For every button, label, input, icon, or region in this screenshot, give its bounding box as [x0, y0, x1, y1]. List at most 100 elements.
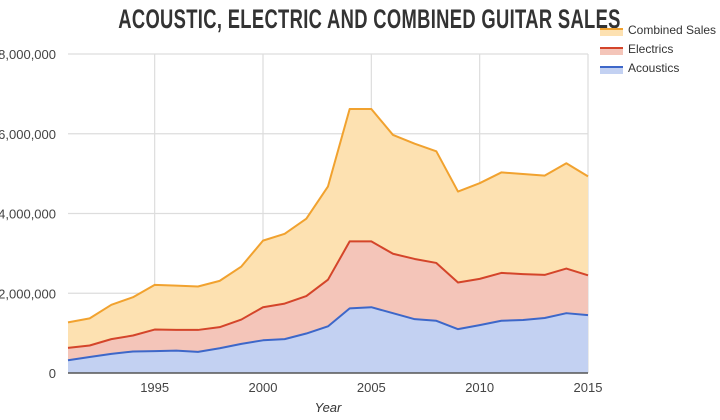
data-point-electrics [412, 256, 417, 261]
data-point-combined-sales [586, 174, 591, 179]
x-tick-label: 2000 [249, 380, 278, 395]
data-point-acoustics [131, 349, 136, 354]
chart-title: ACOUSTIC, ELECTRIC AND COMBINED GUITAR S… [0, 4, 640, 35]
legend-swatch [600, 28, 623, 36]
data-point-acoustics [347, 306, 352, 311]
x-tick-label: 2015 [574, 380, 603, 395]
data-point-acoustics [391, 311, 396, 316]
data-point-electrics [196, 327, 201, 332]
data-point-electrics [521, 272, 526, 277]
legend-item-acoustics: Acoustics [600, 61, 679, 75]
x-tick-label: 2005 [357, 380, 386, 395]
data-point-acoustics [304, 331, 309, 336]
x-axis-label: Year [315, 400, 342, 415]
data-point-combined-sales [499, 170, 504, 175]
data-point-combined-sales [347, 107, 352, 112]
y-tick-label: 6,000,000 [0, 127, 56, 142]
data-point-combined-sales [66, 320, 71, 325]
data-point-electrics [542, 272, 547, 277]
data-point-combined-sales [152, 282, 157, 287]
data-point-electrics [304, 294, 309, 299]
y-axis-ticks: 0 2,000,000 4,000,000 6,000,000 8,000,000 [0, 47, 56, 381]
data-point-combined-sales [564, 161, 569, 166]
data-point-acoustics [261, 338, 266, 343]
data-point-electrics [239, 317, 244, 322]
data-point-combined-sales [196, 284, 201, 289]
data-point-combined-sales [239, 264, 244, 269]
data-point-electrics [109, 337, 114, 342]
data-point-acoustics [66, 358, 71, 363]
data-point-acoustics [477, 323, 482, 328]
y-tick-label: 4,000,000 [0, 207, 56, 222]
y-tick-label: 8,000,000 [0, 47, 56, 62]
data-point-acoustics [369, 305, 374, 310]
line-combined-sales [67, 108, 589, 324]
series-lines [66, 107, 591, 363]
data-point-combined-sales [282, 231, 287, 236]
data-point-combined-sales [542, 173, 547, 178]
data-point-combined-sales [477, 181, 482, 186]
data-point-combined-sales [326, 184, 331, 189]
data-point-acoustics [434, 318, 439, 323]
data-point-acoustics [564, 311, 569, 316]
data-point-electrics [434, 260, 439, 265]
legend: Combined Sales Electrics Acoustics [600, 23, 716, 75]
data-point-electrics [131, 333, 136, 338]
data-point-electrics [282, 301, 287, 306]
data-point-combined-sales [304, 216, 309, 221]
data-point-acoustics [87, 355, 92, 360]
legend-label: Acoustics [628, 61, 679, 75]
data-point-combined-sales [369, 107, 374, 112]
data-point-electrics [217, 325, 222, 330]
legend-label: Electrics [628, 42, 673, 56]
data-point-combined-sales [412, 141, 417, 146]
data-point-acoustics [217, 346, 222, 351]
data-point-acoustics [239, 341, 244, 346]
legend-swatch [600, 66, 623, 74]
data-point-electrics [174, 327, 179, 332]
x-tick-label: 2010 [465, 380, 494, 395]
data-point-acoustics [586, 313, 591, 318]
data-point-acoustics [521, 317, 526, 322]
data-point-combined-sales [174, 283, 179, 288]
data-point-electrics [326, 277, 331, 282]
data-point-acoustics [542, 315, 547, 320]
data-point-electrics [152, 327, 157, 332]
data-point-electrics [391, 251, 396, 256]
data-point-electrics [369, 239, 374, 244]
data-point-electrics [499, 270, 504, 275]
x-tick-label: 1995 [140, 380, 169, 395]
chart-title-text: ACOUSTIC, ELECTRIC AND COMBINED GUITAR S… [118, 4, 621, 34]
line-electrics [67, 240, 589, 349]
legend-swatch [600, 47, 623, 55]
x-axis-ticks: 1995 2000 2005 2010 2015 [140, 380, 602, 395]
data-point-combined-sales [261, 238, 266, 243]
y-tick-label: 2,000,000 [0, 286, 56, 301]
data-point-electrics [347, 239, 352, 244]
data-point-combined-sales [391, 132, 396, 137]
data-point-electrics [66, 345, 71, 350]
y-tick-label: 0 [49, 366, 56, 381]
data-point-electrics [456, 280, 461, 285]
legend-item-electrics: Electrics [600, 42, 673, 56]
data-point-combined-sales [131, 295, 136, 300]
line-acoustics [67, 306, 589, 362]
data-point-combined-sales [521, 172, 526, 177]
data-point-combined-sales [217, 278, 222, 283]
data-point-electrics [261, 305, 266, 310]
data-point-combined-sales [87, 316, 92, 321]
data-point-combined-sales [434, 149, 439, 154]
data-point-acoustics [412, 317, 417, 322]
data-point-combined-sales [456, 189, 461, 194]
area-acoustics [68, 307, 588, 373]
data-point-combined-sales [109, 302, 114, 307]
legend-label: Combined Sales [628, 23, 716, 37]
data-point-acoustics [326, 324, 331, 329]
data-point-acoustics [196, 349, 201, 354]
data-point-acoustics [282, 337, 287, 342]
data-point-acoustics [152, 349, 157, 354]
data-point-electrics [564, 266, 569, 271]
series-areas [68, 109, 588, 373]
legend-item-combined-sales: Combined Sales [600, 23, 716, 37]
